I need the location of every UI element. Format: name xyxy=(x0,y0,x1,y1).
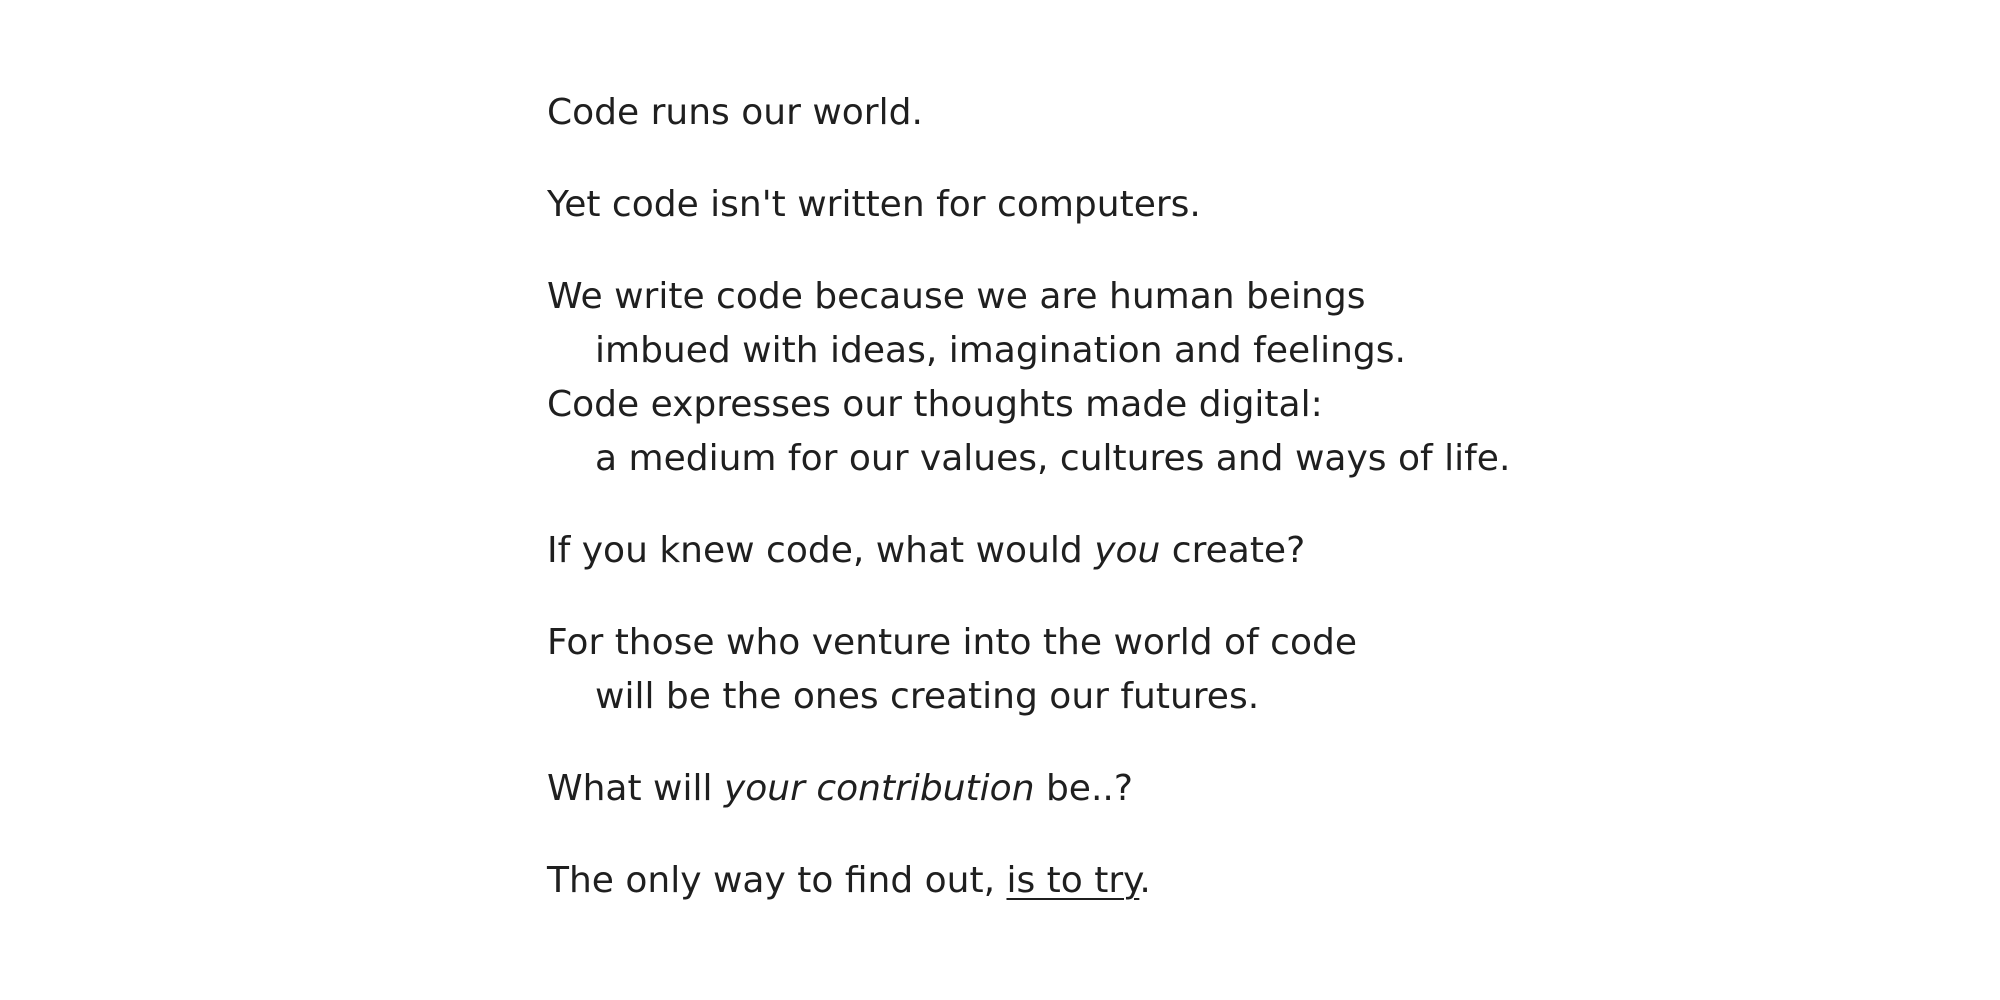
stanza-2: Yet code isn't written for computers. xyxy=(547,178,1547,232)
line-text: . xyxy=(1139,860,1151,901)
stanza-7: The only way to find out, is to try. xyxy=(547,854,1547,908)
poem: Code runs our world. Yet code isn't writ… xyxy=(547,86,1547,908)
line-text: create? xyxy=(1160,530,1306,571)
poem-line: What will your contribution be..? xyxy=(547,762,1547,816)
poem-line: Yet code isn't written for computers. xyxy=(547,184,1201,225)
line-text: be..? xyxy=(1034,768,1133,809)
poem-line-indented: a medium for our values, cultures and wa… xyxy=(595,438,1511,479)
stanza-3: We write code because we are human being… xyxy=(547,270,1547,486)
poem-line: Code expresses our thoughts made digital… xyxy=(547,384,1323,425)
poem-line-indented: will be the ones creating our futures. xyxy=(595,676,1260,717)
stanza-6: What will your contribution be..? xyxy=(547,762,1547,816)
stanza-5: For those who venture into the world of … xyxy=(547,616,1547,724)
poem-line-indented: imbued with ideas, imagination and feeli… xyxy=(595,330,1406,371)
is-to-try-link[interactable]: is to try xyxy=(1006,860,1140,901)
poem-line: Code runs our world. xyxy=(547,92,923,133)
emphasized-text: your contribution xyxy=(723,768,1035,809)
stanza-4: If you knew code, what would you create? xyxy=(547,524,1547,578)
poem-line: We write code because we are human being… xyxy=(547,276,1366,317)
emphasized-text: you xyxy=(1094,530,1161,571)
poem-line: The only way to find out, is to try. xyxy=(547,854,1547,908)
poem-line: If you knew code, what would you create? xyxy=(547,524,1547,578)
stanza-1: Code runs our world. xyxy=(547,86,1547,140)
line-text: The only way to find out, xyxy=(547,860,1007,901)
line-text: If you knew code, what would xyxy=(547,530,1095,571)
poem-line: For those who venture into the world of … xyxy=(547,622,1357,663)
line-text: What will xyxy=(547,768,724,809)
